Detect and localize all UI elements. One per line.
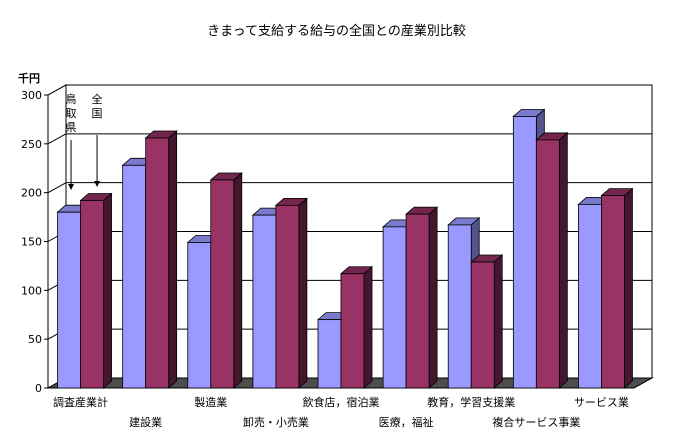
bar [600,187,634,389]
x-category-label: 教育，学習支援業 [427,395,515,409]
y-tick-label: 100 [21,284,42,297]
bar [535,132,569,389]
bar [79,192,113,389]
y-tick-label: 250 [21,138,42,151]
x-category-label: 卸売・小売業 [243,415,309,429]
bar [405,206,439,389]
y-tick-label: 150 [21,236,42,249]
gridline-side [47,84,67,96]
annotation-tottori: 鳥取県 [66,92,77,134]
y-tick-label: 200 [21,187,42,200]
x-category-label: 建設業 [129,415,162,429]
annotation-national: 全国 [92,92,103,120]
y-tick-label: 50 [28,333,42,346]
svg-text:全: 全 [92,92,103,106]
gridline-side [47,133,67,145]
annotation-arrow-head [68,184,75,190]
bar [144,130,178,389]
bar [274,197,308,389]
x-category-label: 飲食店，宿泊業 [303,395,380,409]
x-category-label: 調査産業計 [53,395,108,409]
bar [209,172,243,389]
x-category-label: 複合サービス事業 [492,415,580,429]
x-category-label: 医療，福祉 [379,415,434,429]
svg-text:県: 県 [66,121,77,134]
y-axis-unit: 千円 [18,72,40,85]
svg-text:取: 取 [66,107,77,120]
gridline-side [47,182,67,194]
annotation-arrow-head [94,181,101,187]
bar [339,265,374,389]
x-category-label: サービス業 [574,396,629,409]
bar [470,254,504,389]
y-tick-label: 300 [21,89,42,102]
chart-title: きまって支給する給与の全国との産業別比較 [207,24,466,39]
y-tick-label: 0 [35,382,42,395]
svg-text:国: 国 [92,107,103,120]
x-category-label: 製造業 [194,395,227,409]
svg-text:鳥: 鳥 [66,92,77,106]
